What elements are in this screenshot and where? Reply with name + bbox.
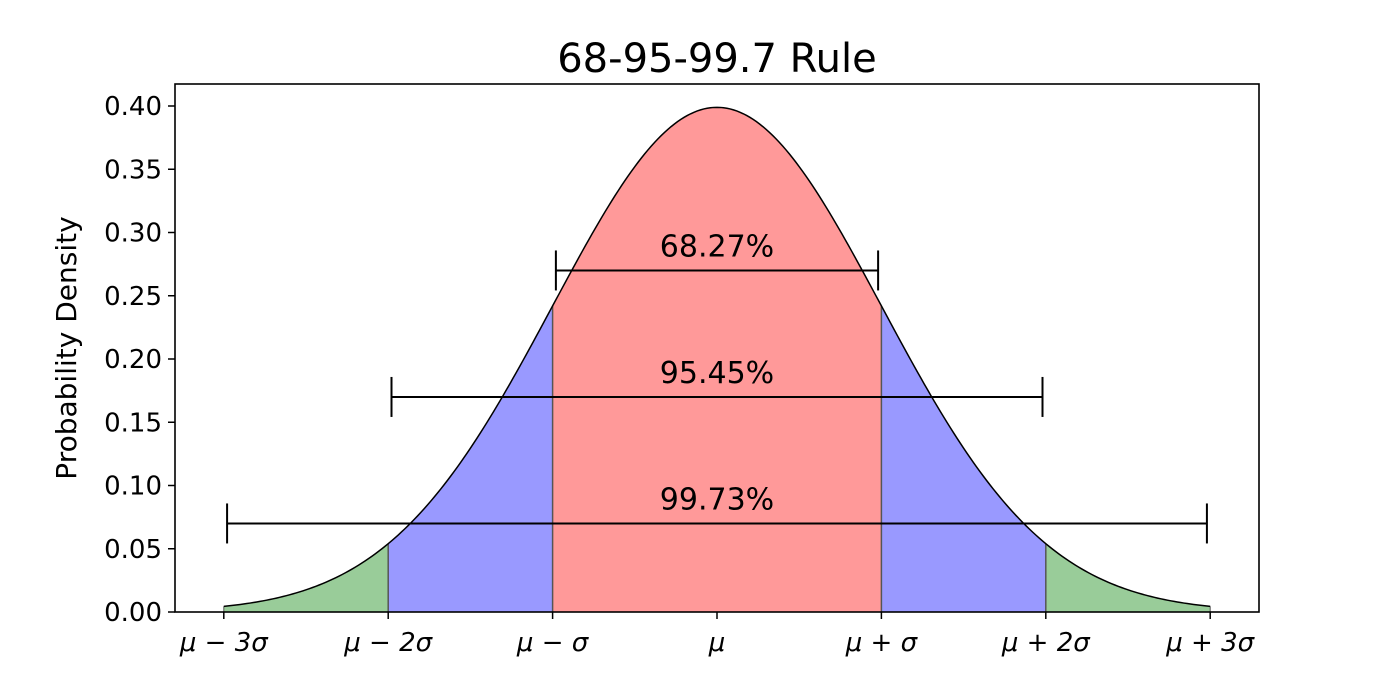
y-tick-label: 0.35 (104, 155, 162, 185)
y-tick-label: 0.10 (104, 472, 162, 502)
y-tick-label: 0.00 (104, 598, 162, 628)
region-0 (552, 107, 882, 612)
x-axis-ticks: μ − 3σ μ − 2σ μ − σ μ μ + σ μ + 2σ μ + 3σ (179, 612, 1256, 658)
range-label: 95.45% (660, 356, 774, 391)
range-label: 99.73% (660, 482, 774, 517)
x-tick-label: μ + 3σ (1165, 628, 1255, 658)
pdf-curve (223, 106, 1211, 608)
y-tick-label: 0.15 (104, 408, 162, 438)
x-tick-label: μ + σ (845, 628, 919, 658)
region-3 (223, 543, 389, 612)
y-tick-label: 0.40 (104, 92, 162, 122)
x-tick-label: μ − 2σ (343, 628, 433, 658)
x-tick-label: μ − σ (516, 628, 590, 658)
range-label: 68.27% (660, 229, 774, 264)
plot-area: 68.27% 95.45% 99.73% (223, 106, 1211, 612)
x-tick-label: μ + 2σ (1001, 628, 1091, 658)
y-tick-label: 0.05 (104, 535, 162, 565)
y-tick-label: 0.25 (104, 282, 162, 312)
region-4 (1045, 543, 1211, 612)
chart-title: 68-95-99.7 Rule (557, 36, 877, 82)
x-tick-label: μ (708, 628, 726, 658)
y-axis-ticks: 0.00 0.05 0.10 0.15 0.20 0.25 0.30 0.35 0.40 (104, 92, 175, 628)
y-tick-label: 0.20 (104, 345, 162, 375)
y-axis-label: Probability Density (50, 216, 83, 479)
x-tick-label: μ − 3σ (179, 628, 269, 658)
region-dividers (223, 305, 1211, 612)
range-annotations: 68.27% 95.45% 99.73% (226, 229, 1208, 544)
y-tick-label: 0.30 (104, 219, 162, 249)
